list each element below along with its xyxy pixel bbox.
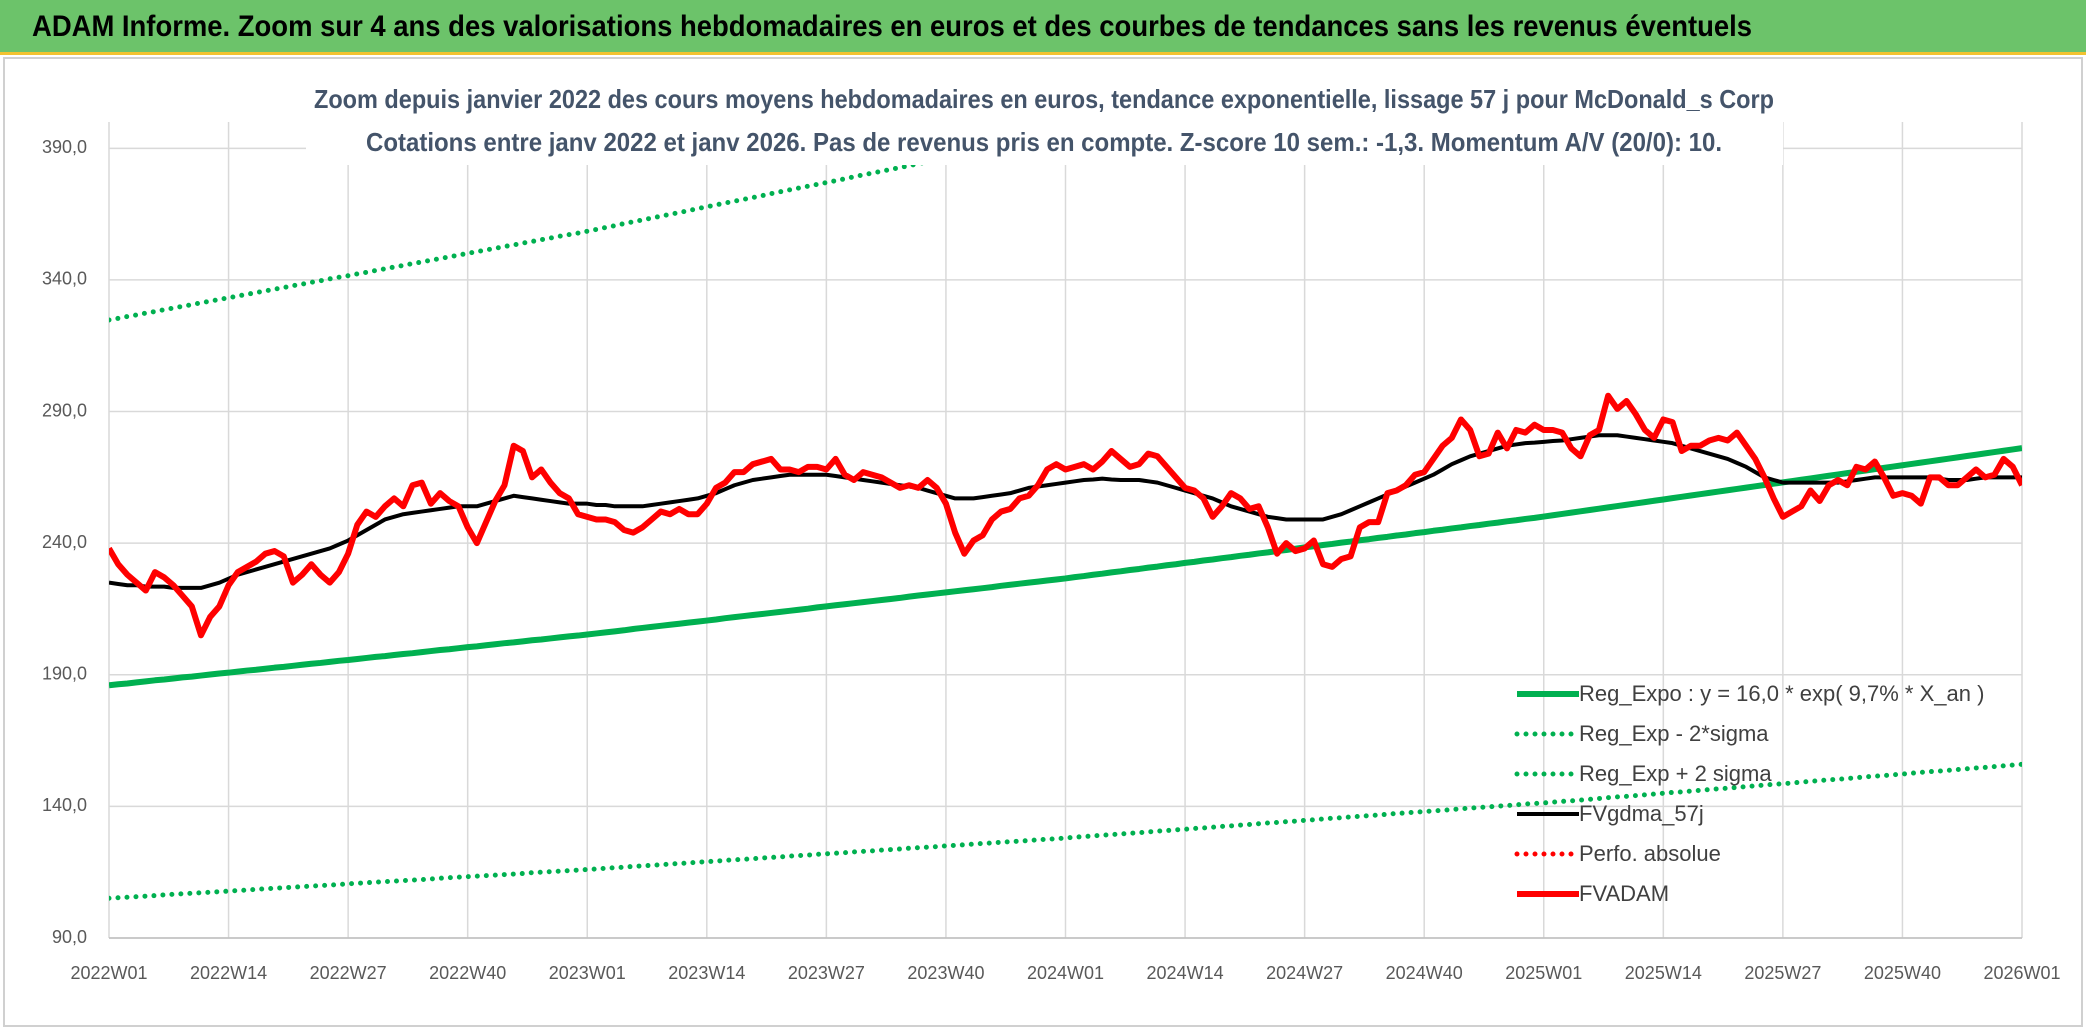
y-tick-label: 190,0 <box>42 664 87 684</box>
series-line <box>109 122 1129 323</box>
x-tick-label: 2023W40 <box>907 963 984 983</box>
y-tick-label: 290,0 <box>42 400 87 420</box>
x-tick-label: 2022W14 <box>190 963 267 983</box>
x-tick-label: 2022W27 <box>310 963 387 983</box>
x-tick-label: 2023W14 <box>668 963 745 983</box>
chart-frame <box>3 57 2083 1027</box>
y-tick-label: 240,0 <box>42 532 87 552</box>
x-tick-label: 2024W01 <box>1027 963 1104 983</box>
series-line <box>109 392 2022 639</box>
x-tick-label: 2022W01 <box>70 963 147 983</box>
x-tick-label: 2025W40 <box>1864 963 1941 983</box>
y-tick-label: 90,0 <box>52 927 87 947</box>
header-bar <box>0 0 2086 52</box>
series-line <box>109 445 2022 689</box>
legend-label: Reg_Expo : y = 16,0 * exp( 9,7% * X_an ) <box>1579 681 1984 706</box>
x-tick-label: 2024W40 <box>1386 963 1463 983</box>
y-tick-label: 390,0 <box>42 137 87 157</box>
x-tick-label: 2023W27 <box>788 963 865 983</box>
header-rule <box>0 52 2086 55</box>
legend-label: Perfo. absolue <box>1579 841 1721 866</box>
legend-label: FVgdma_57j <box>1579 801 1704 826</box>
legend: Reg_Expo : y = 16,0 * exp( 9,7% * X_an )… <box>1514 681 1984 906</box>
x-tick-label: 2025W14 <box>1625 963 1702 983</box>
chart-title-line: Zoom depuis janvier 2022 des cours moyen… <box>314 84 1774 114</box>
x-tick-label: 2024W14 <box>1147 963 1224 983</box>
x-tick-label: 2023W01 <box>549 963 626 983</box>
header-title: ADAM Informe. Zoom sur 4 ans des valoris… <box>32 10 1752 43</box>
series-line <box>109 433 2022 590</box>
legend-label: Reg_Exp + 2 sigma <box>1579 761 1772 786</box>
legend-label: FVADAM <box>1579 881 1669 906</box>
axes: 90,0 140,0 190,0 240,0 290,0 340,0 390,0 2022W0… <box>42 137 2061 983</box>
y-tick-label: 140,0 <box>42 795 87 815</box>
x-tick-label: 2025W27 <box>1744 963 1821 983</box>
x-tick-label: 2022W40 <box>429 963 506 983</box>
plot-lines <box>109 122 2022 901</box>
x-tick-label: 2024W27 <box>1266 963 1343 983</box>
chart-title-line: Cotations entre janv 2022 et janv 2026. … <box>366 127 1722 157</box>
legend-label: Reg_Exp - 2*sigma <box>1579 721 1769 746</box>
x-tick-label: 2026W01 <box>1983 963 2060 983</box>
y-tick-label: 340,0 <box>42 269 87 289</box>
x-tick-label: 2025W01 <box>1505 963 1582 983</box>
title-box <box>306 78 1783 165</box>
